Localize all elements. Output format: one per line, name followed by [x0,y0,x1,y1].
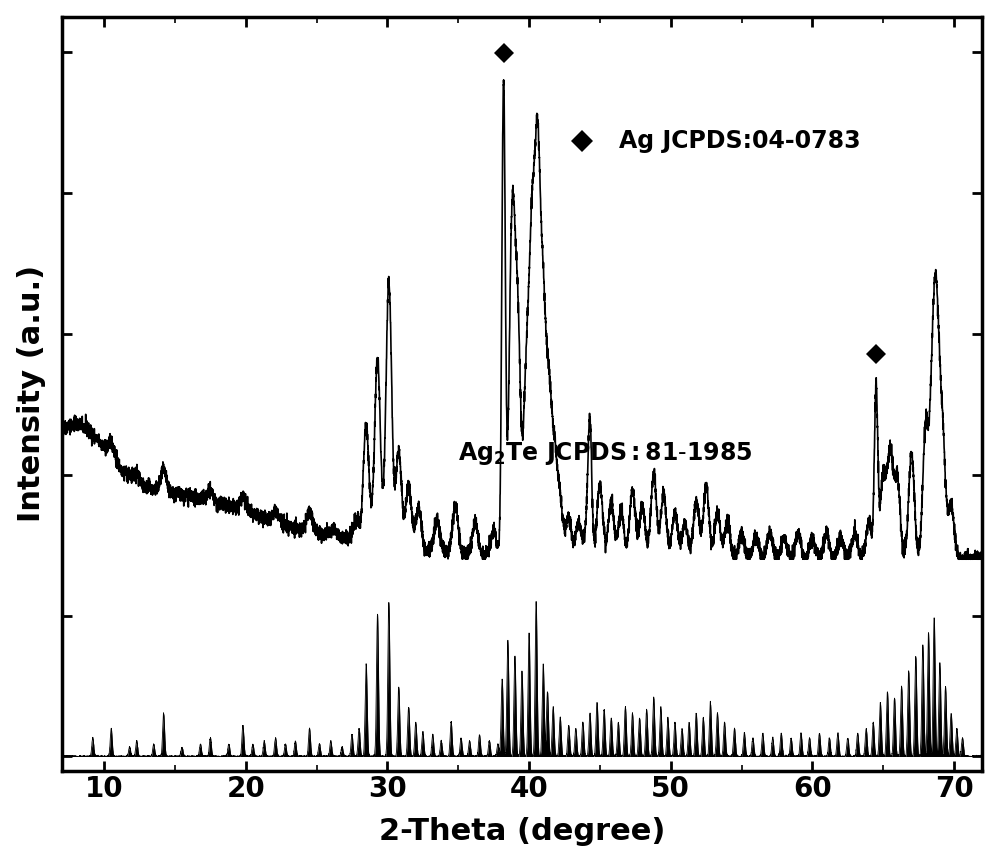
Text: $\mathbf{Ag_2Te}$ $\mathbf{JCPDS:81\text{-}1985}$: $\mathbf{Ag_2Te}$ $\mathbf{JCPDS:81\text… [458,440,752,468]
X-axis label: 2-Theta (degree): 2-Theta (degree) [379,817,665,847]
Y-axis label: Intensity (a.u.): Intensity (a.u.) [17,265,46,522]
Text: Ag JCPDS:04-0783: Ag JCPDS:04-0783 [618,129,860,153]
